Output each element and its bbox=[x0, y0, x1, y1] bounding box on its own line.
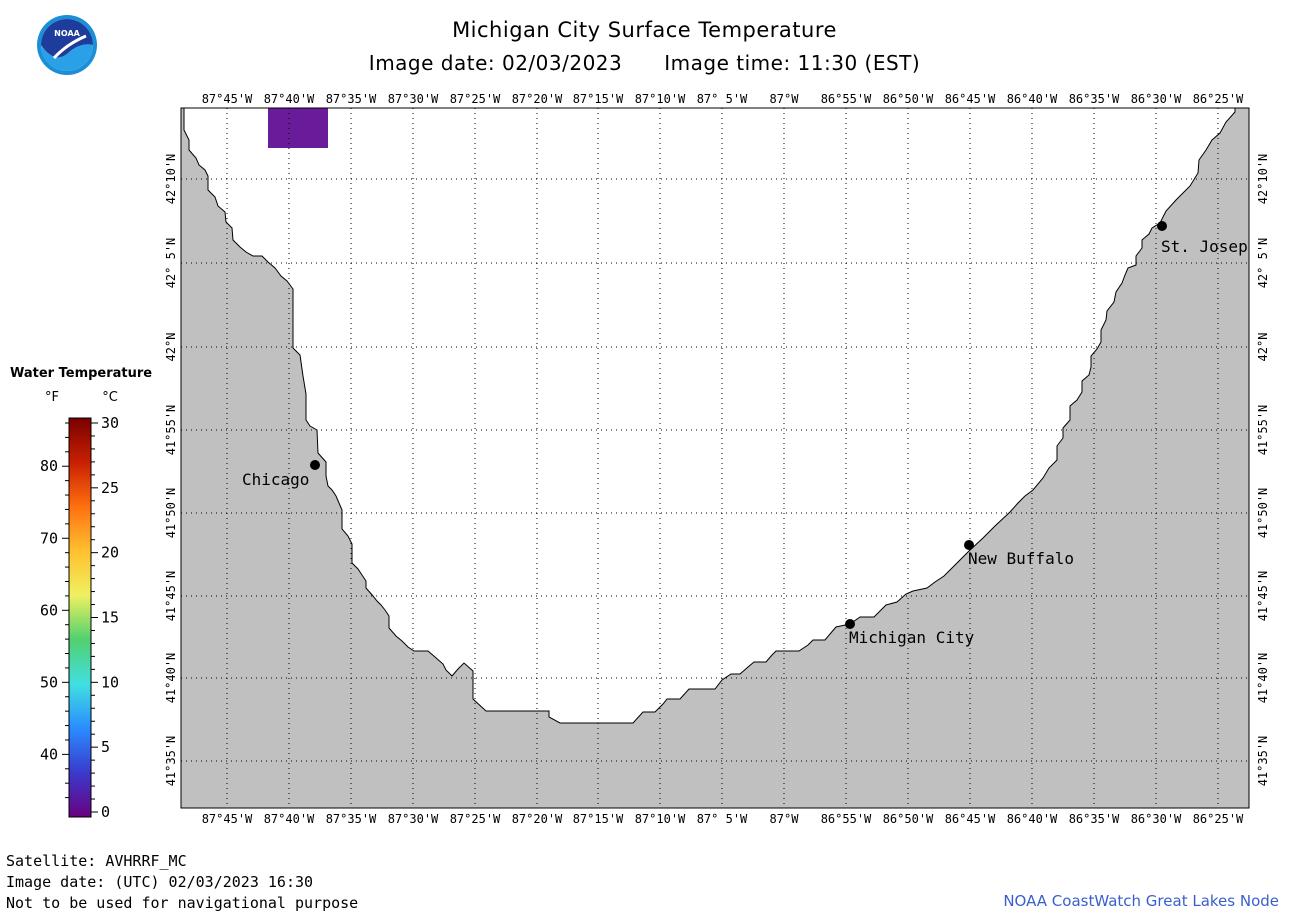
legend-label-c: 20 bbox=[101, 544, 119, 562]
page-title: Michigan City Surface Temperature bbox=[452, 18, 837, 42]
lon-label-bottom: 86°55'W bbox=[821, 812, 872, 826]
image-datetime: Image date: 02/03/2023 Image time: 11:30 … bbox=[0, 51, 1289, 75]
lat-label-right: 41°50'N bbox=[1256, 488, 1270, 539]
lon-label-bottom: 87°25'W bbox=[450, 812, 501, 826]
legend-label-f: 70 bbox=[40, 529, 58, 547]
cold-water-patch bbox=[268, 108, 328, 148]
legend-label-c: 25 bbox=[101, 479, 119, 497]
city-label: St. Josep bbox=[1161, 237, 1248, 256]
lon-label-bottom: 86°25'W bbox=[1193, 812, 1244, 826]
lat-label-left: 41°45'N bbox=[164, 571, 178, 622]
lon-label-bottom: 86°45'W bbox=[945, 812, 996, 826]
disclaimer-text: Not to be used for navigational purpose bbox=[6, 894, 359, 912]
lat-label-right: 41°40'N bbox=[1256, 653, 1270, 704]
city-marker bbox=[1157, 221, 1167, 231]
lon-label-top: 87° 5'W bbox=[697, 92, 748, 106]
lon-label-bottom: 87°20'W bbox=[512, 812, 563, 826]
noaa-logo-icon: NOAA bbox=[37, 15, 97, 75]
lon-label-top: 87°35'W bbox=[326, 92, 377, 106]
lat-label-right: 42° 5'N bbox=[1256, 238, 1270, 289]
legend-unit-f: °F bbox=[45, 390, 59, 405]
lat-label-left: 42° 5'N bbox=[164, 238, 178, 289]
city-label: New Buffalo bbox=[968, 549, 1074, 568]
legend-label-c: 15 bbox=[101, 609, 119, 627]
legend-label-c: 0 bbox=[101, 803, 110, 821]
lon-label-top: 86°30'W bbox=[1131, 92, 1182, 106]
legend-title: Water Temperature bbox=[10, 366, 153, 381]
city-marker bbox=[964, 540, 974, 550]
lon-label-bottom: 87°15'W bbox=[573, 812, 624, 826]
lon-label-bottom: 86°40'W bbox=[1007, 812, 1058, 826]
lat-label-left: 42°N bbox=[164, 333, 178, 362]
logo-text: NOAA bbox=[54, 29, 80, 38]
lon-label-top: 86°35'W bbox=[1069, 92, 1120, 106]
lon-label-bottom: 87°W bbox=[770, 812, 800, 826]
lon-label-top: 87°40'W bbox=[264, 92, 315, 106]
lon-label-top: 87°20'W bbox=[512, 92, 563, 106]
legend-label-c: 30 bbox=[101, 414, 119, 432]
credit-text: NOAA CoastWatch Great Lakes Node bbox=[1003, 892, 1279, 910]
legend-color-bar bbox=[68, 417, 92, 818]
legend-label-c: 5 bbox=[101, 738, 110, 756]
city-marker bbox=[845, 619, 855, 629]
lat-label-right: 42°10'N bbox=[1256, 154, 1270, 205]
city-marker bbox=[310, 460, 320, 470]
lon-label-bottom: 87°30'W bbox=[388, 812, 439, 826]
lon-label-bottom: 86°35'W bbox=[1069, 812, 1120, 826]
lon-label-bottom: 87°35'W bbox=[326, 812, 377, 826]
lon-label-top: 87°45'W bbox=[202, 92, 253, 106]
lat-label-right: 41°35'N bbox=[1256, 736, 1270, 787]
lon-label-top: 86°55'W bbox=[821, 92, 872, 106]
lon-label-top: 86°45'W bbox=[945, 92, 996, 106]
lat-label-left: 41°50'N bbox=[164, 488, 178, 539]
lat-label-right: 41°55'N bbox=[1256, 405, 1270, 456]
lat-label-left: 42°10'N bbox=[164, 154, 178, 205]
lat-label-right: 41°45'N bbox=[1256, 571, 1270, 622]
lon-label-bottom: 87°10'W bbox=[635, 812, 686, 826]
map-frame bbox=[180, 107, 1250, 809]
lon-label-bottom: 86°50'W bbox=[883, 812, 934, 826]
legend-unit-c: °C bbox=[102, 390, 118, 405]
lon-label-top: 87°15'W bbox=[573, 92, 624, 106]
city-label: Michigan City bbox=[849, 628, 975, 647]
lat-label-right: 42°N bbox=[1256, 333, 1270, 362]
legend-label-c: 10 bbox=[101, 673, 119, 691]
legend-label-f: 80 bbox=[40, 457, 58, 475]
lon-label-top: 87°30'W bbox=[388, 92, 439, 106]
lon-label-top: 87°W bbox=[770, 92, 800, 106]
lat-label-left: 41°35'N bbox=[164, 736, 178, 787]
lat-label-left: 41°40'N bbox=[164, 653, 178, 704]
utc-date-text: Image date: (UTC) 02/03/2023 16:30 bbox=[6, 873, 314, 891]
legend-label-f: 60 bbox=[40, 601, 58, 619]
land-area bbox=[180, 107, 1250, 809]
lon-label-top: 86°25'W bbox=[1193, 92, 1244, 106]
lon-label-top: 87°10'W bbox=[635, 92, 686, 106]
lat-label-left: 41°55'N bbox=[164, 405, 178, 456]
lon-label-bottom: 87° 5'W bbox=[697, 812, 748, 826]
legend-label-f: 50 bbox=[40, 673, 58, 691]
legend-label-f: 40 bbox=[40, 745, 58, 763]
lon-label-top: 86°50'W bbox=[883, 92, 934, 106]
satellite-text: Satellite: AVHRRF_MC bbox=[6, 852, 187, 870]
city-label: Chicago bbox=[242, 470, 309, 489]
lon-label-bottom: 86°30'W bbox=[1131, 812, 1182, 826]
lon-label-bottom: 87°45'W bbox=[202, 812, 253, 826]
image-time: Image time: 11:30 (EST) bbox=[664, 51, 921, 75]
lon-label-top: 87°25'W bbox=[450, 92, 501, 106]
lon-label-top: 86°40'W bbox=[1007, 92, 1058, 106]
lon-label-bottom: 87°40'W bbox=[264, 812, 315, 826]
image-date: Image date: 02/03/2023 bbox=[368, 51, 623, 75]
